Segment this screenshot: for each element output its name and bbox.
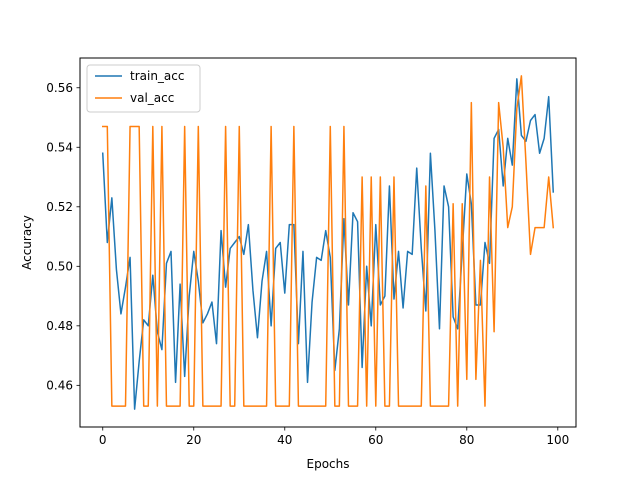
series-layer: [101, 75, 555, 410]
legend-label-val-acc: val_acc: [130, 91, 174, 105]
y-axis-label: Accuracy: [20, 215, 34, 270]
legend-label-train-acc: train_acc: [130, 69, 184, 83]
x-tick-label: 20: [186, 433, 201, 447]
legend: train_acc val_acc: [86, 64, 201, 113]
series-line-val-acc: [102, 75, 555, 407]
y-tick-label: 0.52: [46, 200, 73, 214]
x-tick-label: 80: [459, 433, 474, 447]
axes-frame: [79, 57, 577, 428]
y-tick-label: 0.46: [46, 379, 73, 393]
x-tick-label: 0: [99, 433, 107, 447]
y-tick-label: 0.56: [46, 81, 73, 95]
x-tick-label: 40: [277, 433, 292, 447]
x-axis-label: Epochs: [307, 457, 350, 471]
x-axis-ticks: 0 20 40 60 80 100: [99, 427, 569, 447]
x-tick-label: 100: [546, 433, 569, 447]
x-tick-label: 60: [368, 433, 383, 447]
y-axis-ticks: 0.46 0.48 0.50 0.52 0.54 0.56: [46, 81, 80, 393]
y-tick-label: 0.50: [46, 260, 73, 274]
y-tick-label: 0.48: [46, 319, 73, 333]
y-tick-label: 0.54: [46, 140, 73, 154]
